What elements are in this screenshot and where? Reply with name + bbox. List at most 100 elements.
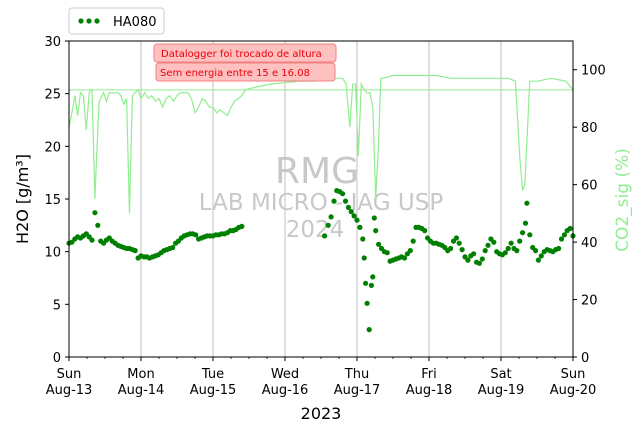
data-point	[366, 327, 372, 333]
y-tick-label: 15	[44, 193, 61, 208]
annotations: Datalogger foi trocado de altura Sem ener…	[153, 43, 337, 82]
legend-marker	[78, 18, 84, 24]
data-point	[502, 250, 508, 256]
data-point	[132, 248, 138, 254]
x-tick-date: Aug-20	[550, 383, 597, 398]
x-tick-day: Sun	[57, 367, 82, 382]
data-point	[239, 223, 245, 229]
x-tick-day: Fri	[421, 367, 437, 382]
data-point	[357, 224, 363, 230]
data-point	[368, 282, 374, 288]
data-point	[456, 240, 462, 246]
x-tick-date: Aug-17	[334, 383, 381, 398]
y-tick-label: 30	[44, 35, 61, 50]
y-tick-label: 25	[44, 88, 61, 103]
data-point	[520, 230, 526, 236]
data-point	[322, 233, 328, 239]
annotation-text: Datalogger foi trocado de altura	[161, 49, 322, 60]
data-point	[453, 235, 459, 241]
data-point	[371, 215, 377, 221]
data-point	[471, 251, 477, 257]
data-point	[517, 238, 523, 244]
data-point	[567, 225, 573, 232]
x-tick-date: Aug-14	[118, 383, 165, 398]
data-point	[558, 236, 565, 242]
data-point	[476, 260, 482, 266]
data-point	[491, 239, 497, 245]
data-point	[364, 300, 370, 306]
data-point	[373, 228, 379, 234]
x-tick-day: Sun	[561, 367, 586, 382]
data-point	[401, 255, 408, 261]
y-tick-label: 0	[581, 351, 589, 366]
data-point	[508, 240, 514, 246]
y-tick-label: 5	[53, 298, 61, 313]
x-tick-day: Mon	[127, 367, 154, 382]
x-tick-date: Aug-18	[406, 383, 453, 398]
y-axis-left: 0 5 10 15 20 25 30 H2O [g/m³]	[13, 35, 69, 366]
data-point	[505, 245, 511, 252]
data-point	[384, 250, 390, 256]
data-point	[345, 204, 351, 210]
x-tick-date: Aug-13	[46, 383, 93, 398]
data-point	[361, 255, 367, 261]
legend-label: HA080	[113, 15, 156, 30]
data-point	[479, 256, 485, 262]
data-point	[376, 241, 382, 247]
data-point	[459, 247, 465, 253]
y-axis-label-left: H2O [g/m³]	[13, 154, 32, 244]
data-point	[422, 228, 428, 234]
watermark-line: LAB MICRO - IAG USP	[199, 190, 444, 216]
annotation-box	[153, 43, 337, 63]
x-tick-date: Aug-19	[478, 383, 525, 398]
data-point	[448, 245, 454, 252]
data-point	[95, 222, 101, 228]
watermark-line: 2024	[286, 217, 345, 243]
x-tick-day: Sat	[490, 367, 511, 382]
watermark-line: RMG	[275, 151, 359, 192]
series-points-ha080	[66, 188, 576, 333]
data-point	[325, 222, 331, 228]
y-axis-label-right: CO2_sig (%)	[613, 148, 633, 252]
x-gridlines	[140, 41, 502, 357]
data-point	[524, 200, 530, 206]
x-axis-label: 2023	[301, 404, 342, 423]
data-point	[482, 248, 488, 254]
y-tick-label: 20	[44, 140, 61, 155]
data-point	[561, 232, 568, 238]
data-point	[514, 248, 520, 254]
data-point	[342, 198, 349, 204]
data-point	[410, 238, 416, 244]
data-point	[354, 217, 360, 223]
data-point	[193, 232, 199, 238]
data-point	[535, 257, 542, 263]
data-point	[485, 242, 491, 248]
data-point	[92, 210, 98, 216]
legend: HA080	[68, 7, 165, 35]
y-tick-label: 0	[53, 351, 61, 366]
data-point	[351, 213, 357, 219]
y-tick-label: 100	[581, 64, 606, 79]
x-tick-day: Thu	[344, 367, 369, 382]
data-point	[556, 245, 562, 252]
x-axis: SunAug-13MonAug-14TueAug-15WedAug-16ThuA…	[46, 357, 597, 423]
data-point	[527, 232, 533, 238]
legend-marker	[86, 18, 92, 24]
x-tick-day: Tue	[201, 367, 224, 382]
x-tick-day: Wed	[271, 367, 299, 382]
annotation-box	[155, 62, 336, 82]
data-point	[170, 244, 176, 251]
data-point	[360, 236, 366, 242]
annotation-text: Sem energia entre 15 e 16.08	[160, 68, 310, 79]
legend-box	[68, 7, 165, 35]
y-tick-label: 60	[581, 179, 598, 194]
data-point	[407, 248, 413, 254]
data-point	[465, 257, 471, 263]
data-point	[328, 214, 334, 220]
data-point	[538, 253, 544, 259]
data-point	[340, 191, 346, 197]
y-tick-label: 80	[581, 121, 598, 136]
data-point	[363, 280, 369, 286]
